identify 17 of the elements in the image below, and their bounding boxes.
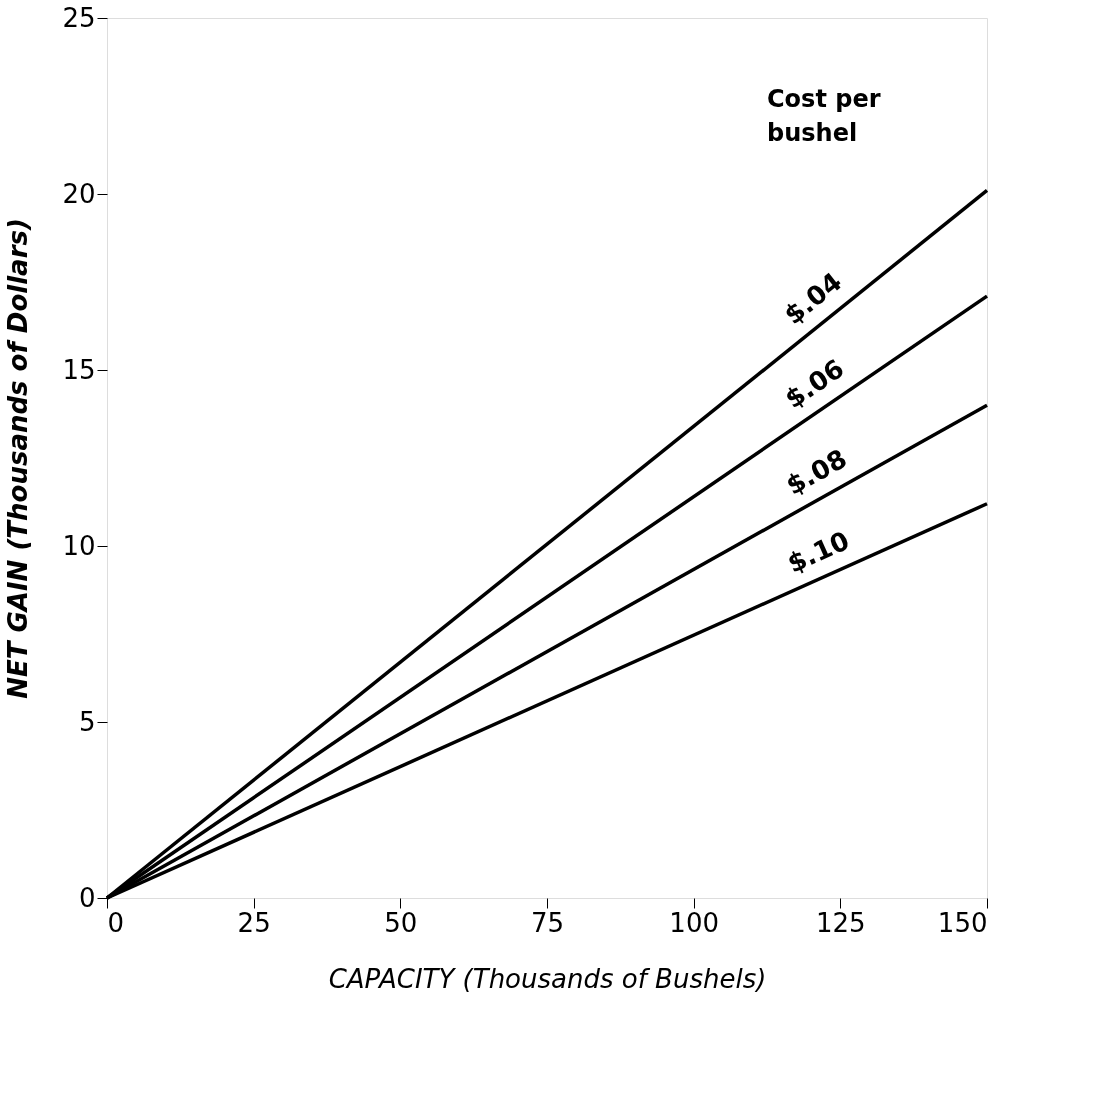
y-tick-label: 0 xyxy=(78,882,96,913)
y-tick-label: 15 xyxy=(62,354,96,385)
y-tick-label: 5 xyxy=(78,706,96,737)
annotation: Cost per bushel xyxy=(767,85,881,148)
y-tick-label: 25 xyxy=(62,2,96,33)
x-tick-label: 0 xyxy=(107,907,125,938)
x-tick-label: 125 xyxy=(816,907,866,938)
x-tick-label: 25 xyxy=(237,907,271,938)
x-tick-label: 150 xyxy=(937,907,988,938)
y-axis-title: NET GAIN (Thousands of Dollars) xyxy=(3,218,34,699)
x-tick-label: 75 xyxy=(530,907,565,938)
x-tick-label: 50 xyxy=(384,907,418,938)
text: $.10 xyxy=(782,525,854,579)
x-tick-label: 100 xyxy=(669,907,719,938)
y-tick-label: 20 xyxy=(62,178,96,209)
y-tick-label: 10 xyxy=(62,530,96,561)
x-axis-title: CAPACITY (Thousands of Bushels) xyxy=(328,963,767,994)
